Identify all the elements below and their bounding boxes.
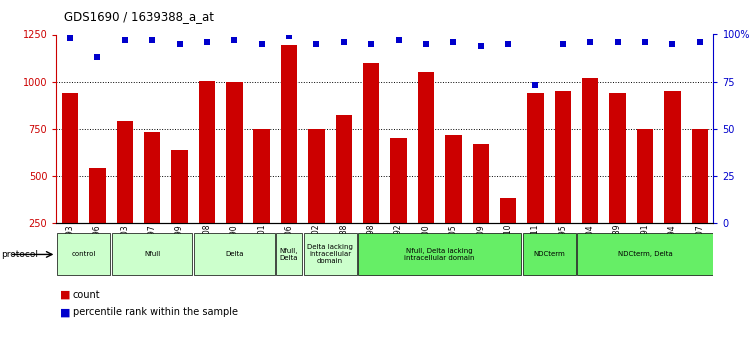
Point [64, 36, 76, 41]
Text: count: count [73, 290, 101, 300]
Bar [664, 91, 680, 269]
Point [502, 41, 514, 47]
Point [556, 41, 569, 47]
Bar [637, 128, 653, 269]
Point [146, 37, 158, 43]
Point [666, 41, 678, 47]
Point [611, 39, 623, 45]
Bar [62, 93, 78, 269]
Text: control: control [71, 252, 96, 257]
Text: Nfull: Nfull [144, 252, 160, 257]
Bar [89, 168, 106, 269]
Bar [226, 82, 243, 269]
Bar [253, 128, 270, 269]
Point [201, 39, 213, 45]
Bar [555, 91, 571, 269]
Point [420, 41, 432, 47]
Bar [281, 45, 297, 269]
Text: NDCterm, Delta: NDCterm, Delta [617, 252, 672, 257]
Bar [472, 145, 489, 269]
Point [365, 41, 377, 47]
Point [475, 43, 487, 49]
Bar [445, 135, 462, 269]
Point [255, 41, 267, 47]
Point [529, 82, 541, 88]
Point [92, 54, 104, 60]
Bar [276, 234, 302, 275]
Bar [57, 234, 110, 275]
Bar [112, 234, 192, 275]
Point [584, 39, 596, 45]
Bar [363, 63, 379, 269]
Bar [308, 128, 324, 269]
Bar [171, 150, 188, 269]
Text: protocol: protocol [1, 250, 38, 259]
Text: Delta lacking
intracellular
domain: Delta lacking intracellular domain [307, 245, 353, 264]
Bar [418, 72, 434, 269]
Point [393, 37, 405, 43]
Point [228, 37, 240, 43]
Text: NDCterm: NDCterm [533, 252, 565, 257]
Bar [199, 81, 215, 269]
Bar [336, 115, 352, 269]
Bar [358, 234, 521, 275]
Bar [582, 78, 599, 269]
Point [283, 33, 295, 39]
Text: percentile rank within the sample: percentile rank within the sample [73, 307, 238, 317]
Point [310, 41, 322, 47]
Bar [144, 132, 161, 269]
Bar [523, 234, 576, 275]
Bar [500, 198, 517, 269]
Point [448, 39, 460, 45]
Text: Nfull,
Delta: Nfull, Delta [280, 248, 298, 261]
Text: ■: ■ [60, 290, 71, 300]
Text: Nfull, Delta lacking
intracellular domain: Nfull, Delta lacking intracellular domai… [404, 248, 475, 261]
Text: ■: ■ [60, 307, 71, 317]
Point [639, 39, 651, 45]
Text: GDS1690 / 1639388_a_at: GDS1690 / 1639388_a_at [64, 10, 214, 23]
Bar [527, 93, 544, 269]
Text: Delta: Delta [225, 252, 243, 257]
Point [173, 41, 185, 47]
Point [694, 39, 706, 45]
Point [119, 37, 131, 43]
Bar [692, 128, 708, 269]
Bar [194, 234, 275, 275]
Bar [116, 121, 133, 269]
Point [338, 39, 350, 45]
Bar [303, 234, 357, 275]
Bar [609, 93, 626, 269]
Bar [578, 234, 713, 275]
Bar [391, 138, 407, 269]
